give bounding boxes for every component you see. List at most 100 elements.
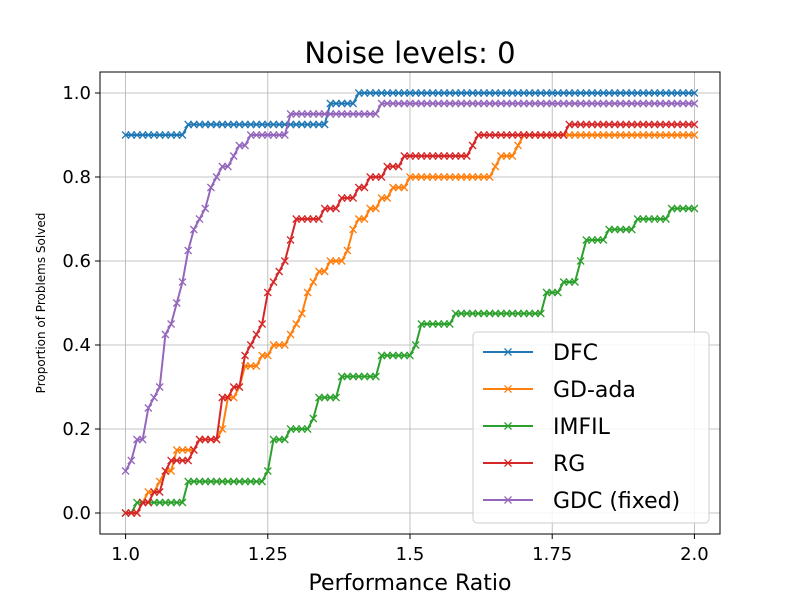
series-marker-rg: [252, 330, 261, 339]
series-marker-gd-ada: [263, 351, 272, 360]
series-marker-imfil: [275, 435, 284, 444]
series-marker-rg: [679, 120, 687, 129]
series-marker-rg: [161, 467, 170, 475]
series-marker-dfc: [542, 89, 551, 97]
series-marker-imfil: [479, 309, 488, 318]
series-marker-rg: [326, 204, 335, 213]
series-marker-dfc: [388, 89, 397, 97]
series-marker-gd-ada: [570, 131, 579, 139]
series-marker-dfc: [639, 89, 648, 97]
series-marker-gdc-fixed: [195, 215, 204, 223]
series-marker-rg: [576, 120, 585, 129]
series-marker-imfil: [468, 309, 477, 318]
series-marker-imfil: [366, 372, 375, 381]
series-marker-rg: [457, 152, 466, 160]
series-marker-rg: [479, 131, 488, 139]
series-marker-dfc: [428, 89, 437, 97]
series-marker-gdc-fixed: [371, 110, 380, 118]
series-marker-imfil: [616, 225, 625, 234]
series-marker-gd-ada: [616, 131, 625, 139]
series-marker-imfil: [582, 236, 591, 244]
series-marker-dfc: [394, 89, 403, 97]
series-marker-gdc-fixed: [565, 99, 574, 108]
series-marker-rg: [622, 120, 631, 129]
series-marker-gdc-fixed: [536, 99, 545, 108]
series-marker-gd-ada: [622, 131, 631, 139]
series-marker-rg: [241, 351, 250, 360]
series-marker-dfc: [525, 89, 534, 97]
series-marker-gdc-fixed: [297, 110, 306, 118]
series-marker-gdc-fixed: [280, 131, 289, 139]
series-marker-dfc: [326, 99, 335, 108]
series-marker-dfc: [303, 120, 312, 129]
series-marker-dfc: [622, 89, 631, 97]
series-marker-gdc-fixed: [144, 404, 153, 412]
series-marker-rg: [451, 152, 460, 160]
series-marker-imfil: [320, 393, 329, 402]
series-marker-gdc-fixed: [559, 99, 568, 108]
series-marker-gdc-fixed: [679, 99, 687, 108]
series-marker-gd-ada: [366, 204, 375, 213]
series-marker-gdc-fixed: [451, 99, 460, 108]
series-marker-dfc: [588, 89, 596, 97]
series-marker-rg: [150, 488, 158, 496]
series-marker-gd-ada: [690, 131, 699, 139]
series-marker-rg: [440, 152, 449, 160]
series-marker-gd-ada: [633, 131, 642, 139]
series-marker-gdc-fixed: [525, 99, 534, 108]
series-marker-imfil: [605, 225, 614, 234]
series-marker-gd-ada: [320, 267, 329, 276]
series-marker-rg: [366, 173, 375, 181]
y-tick-label: 0.2: [62, 419, 91, 440]
series-marker-gd-ada: [508, 152, 517, 160]
series-marker-imfil: [599, 236, 608, 244]
series-marker-gd-ada: [218, 425, 227, 433]
series-marker-imfil: [161, 498, 170, 507]
series-marker-dfc: [218, 120, 227, 129]
series-marker-gdc-fixed: [206, 183, 215, 192]
series-marker-rg: [633, 120, 642, 129]
series-marker-imfil: [172, 498, 181, 507]
series-marker-imfil: [627, 225, 636, 234]
series-marker-imfil: [360, 372, 369, 381]
series-marker-imfil: [576, 257, 585, 265]
series-marker-gdc-fixed: [610, 99, 619, 108]
series-marker-dfc: [519, 89, 528, 97]
series-marker-dfc: [258, 120, 267, 129]
series-marker-imfil: [229, 477, 238, 486]
series-marker-rg: [394, 162, 403, 171]
series-marker-rg: [474, 131, 483, 139]
series-dfc: [121, 89, 699, 139]
series-marker-gd-ada: [258, 351, 267, 360]
series-marker-dfc: [576, 89, 585, 97]
series-marker-gdc-fixed: [400, 99, 409, 108]
series-marker-dfc: [599, 89, 608, 97]
series-marker-dfc: [366, 89, 375, 97]
series-marker-dfc: [229, 120, 238, 129]
series-marker-gdc-fixed: [588, 99, 596, 108]
series-marker-rg: [218, 393, 227, 402]
series-marker-gd-ada: [184, 446, 193, 454]
series-marker-gdc-fixed: [292, 110, 301, 118]
series-marker-imfil: [269, 435, 278, 444]
series-marker-rg: [514, 131, 523, 139]
series-marker-gdc-fixed: [332, 110, 341, 118]
series-marker-gd-ada: [593, 131, 602, 139]
series-marker-imfil: [184, 477, 193, 486]
series-marker-imfil: [383, 351, 392, 360]
series-marker-imfil: [525, 309, 534, 318]
series-marker-imfil: [388, 351, 397, 360]
series-marker-gdc-fixed: [599, 99, 608, 108]
series-marker-gdc-fixed: [434, 99, 443, 108]
series-marker-gd-ada: [246, 362, 255, 370]
series-marker-gd-ada: [684, 131, 693, 139]
series-marker-dfc: [275, 120, 284, 129]
series-marker-dfc: [178, 131, 187, 139]
series-marker-rg: [593, 120, 602, 129]
series-marker-rg: [536, 131, 545, 139]
series-marker-rg: [627, 120, 636, 129]
series-marker-imfil: [514, 309, 523, 318]
series-marker-dfc: [133, 131, 141, 139]
series-marker-imfil: [241, 477, 250, 486]
series-marker-dfc: [656, 89, 665, 97]
